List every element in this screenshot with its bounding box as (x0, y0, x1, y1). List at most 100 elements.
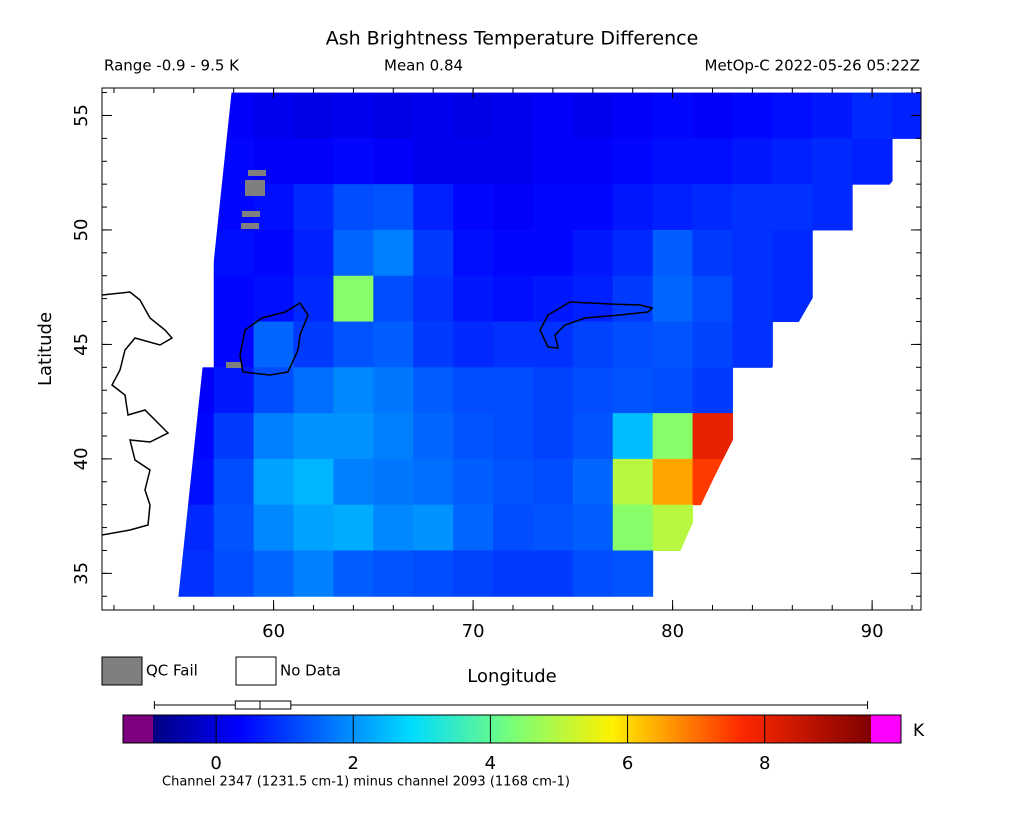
footer: Channel 2347 (1231.5 cm-1) minus channel… (162, 775, 570, 790)
cell (612, 458, 654, 506)
cell (812, 138, 853, 185)
cell (333, 458, 374, 506)
cell (652, 184, 694, 231)
cell (692, 367, 733, 414)
cell (772, 138, 813, 185)
cell (333, 184, 374, 231)
cell (333, 550, 374, 597)
y-tick-label: 55 (71, 104, 92, 127)
cell (612, 321, 654, 368)
cell (333, 275, 374, 323)
cell (532, 504, 574, 551)
cell (373, 229, 414, 277)
qc-cell (245, 180, 265, 196)
cell (293, 321, 334, 368)
cell (493, 92, 534, 139)
cell (333, 504, 374, 551)
colorbar-tick-label: 6 (622, 753, 633, 774)
cell (413, 92, 454, 139)
cell (333, 413, 374, 460)
cell (692, 275, 733, 323)
no-data-swatch (235, 656, 277, 686)
cell (293, 275, 334, 323)
cell (213, 275, 255, 323)
box-plot (153, 700, 869, 710)
cell (333, 321, 374, 368)
cell (652, 229, 694, 277)
cell (572, 138, 614, 185)
cell (293, 92, 334, 139)
box-body (234, 700, 292, 710)
cell (373, 413, 414, 460)
cell (852, 92, 893, 139)
cell (293, 413, 334, 460)
cell (177, 550, 215, 597)
cell (213, 367, 255, 414)
cell (493, 275, 534, 323)
x-tick-label: 80 (661, 621, 684, 642)
cell (532, 321, 574, 368)
overflow (871, 715, 901, 743)
cell (413, 275, 454, 323)
cell (652, 504, 694, 551)
colorbar-unit: K (913, 721, 925, 741)
cell (253, 413, 295, 460)
cell (177, 367, 215, 414)
cell (373, 184, 414, 231)
cell (213, 458, 255, 506)
cell (293, 367, 334, 414)
cell (413, 367, 454, 414)
cell (413, 229, 454, 277)
cell (453, 458, 494, 506)
cell (373, 92, 414, 139)
cell (772, 275, 813, 323)
cell (453, 550, 494, 597)
cell (373, 275, 414, 323)
cell (253, 504, 295, 551)
cell (652, 458, 694, 506)
cell (293, 550, 334, 597)
colorbar-tick-label: 2 (348, 753, 359, 774)
cell (572, 550, 614, 597)
cell (612, 550, 654, 597)
cell (373, 367, 414, 414)
cell (692, 92, 733, 139)
qc-fail-label: QC Fail (146, 662, 198, 680)
cell (293, 504, 334, 551)
cell (732, 184, 773, 231)
cell (333, 92, 374, 139)
cell (612, 138, 654, 185)
cell (493, 184, 534, 231)
cell (692, 458, 733, 506)
cell (732, 229, 773, 277)
cell (812, 184, 853, 231)
cell (692, 413, 733, 460)
cell (413, 458, 454, 506)
cell (532, 367, 574, 414)
cell (453, 138, 494, 185)
cell (692, 184, 733, 231)
cell (812, 92, 853, 139)
cell (612, 504, 654, 551)
qc-cell (242, 211, 260, 217)
cell (572, 413, 614, 460)
cell (373, 504, 414, 551)
cell (692, 321, 733, 368)
cell (453, 321, 494, 368)
x-tick-label: 60 (262, 621, 285, 642)
cell (253, 321, 295, 368)
cell (413, 413, 454, 460)
cell (732, 321, 773, 368)
cell (213, 92, 255, 139)
cell (413, 184, 454, 231)
cell (652, 275, 694, 323)
cell (732, 138, 773, 185)
colorbar-frame (122, 714, 902, 744)
colorbar (153, 715, 871, 743)
x-tick-label: 70 (462, 621, 485, 642)
cell (293, 138, 334, 185)
cell (213, 413, 255, 460)
cell (293, 229, 334, 277)
cell (652, 413, 694, 460)
